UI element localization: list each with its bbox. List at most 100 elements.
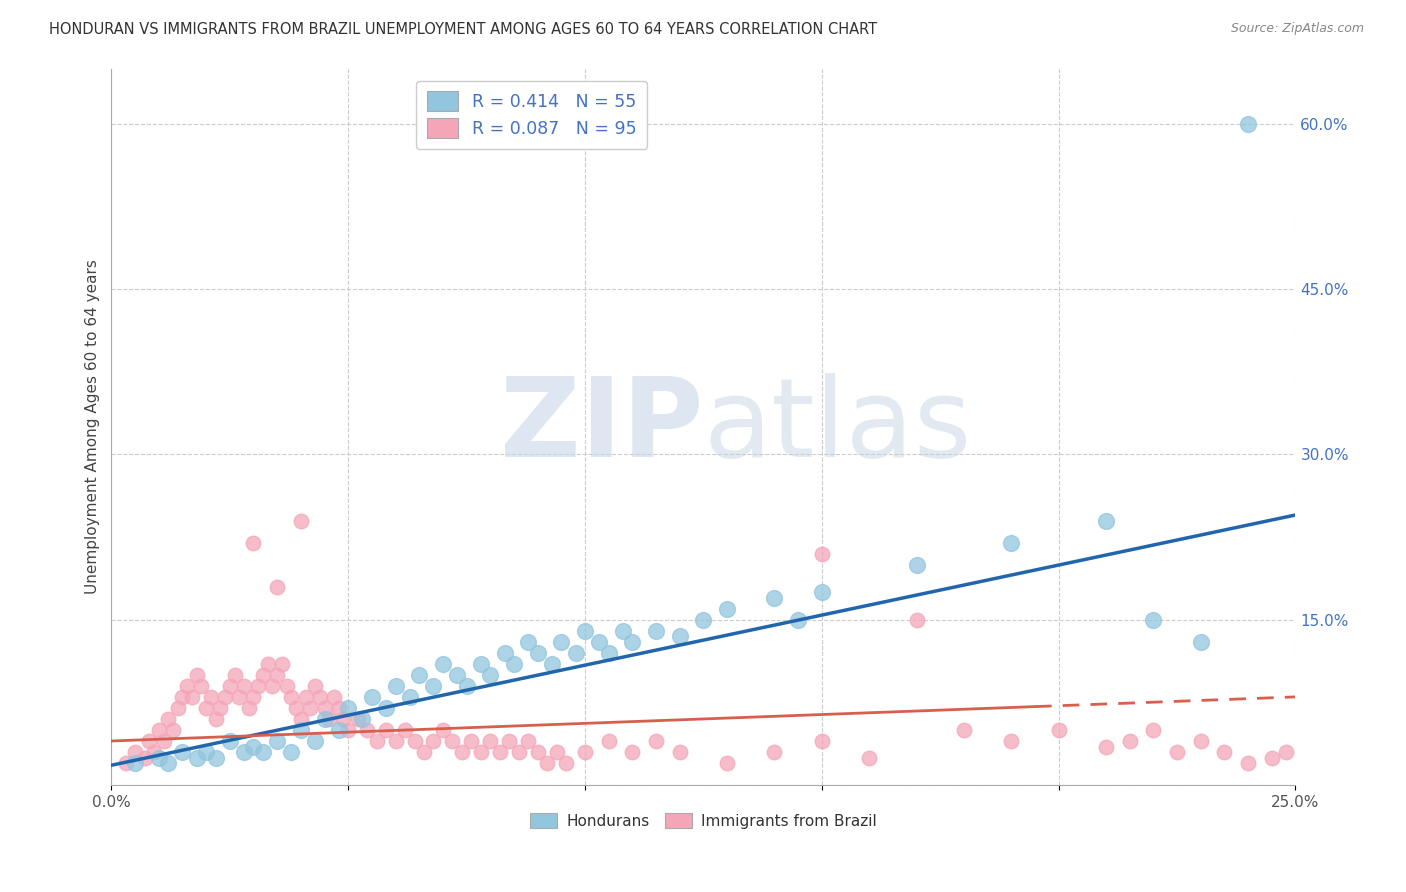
Point: [209, 701, 232, 715]
Point: [494, 646, 516, 660]
Point: [503, 657, 526, 671]
Point: [574, 624, 596, 638]
Point: [195, 745, 218, 759]
Point: [366, 734, 388, 748]
Point: [176, 679, 198, 693]
Point: [337, 701, 360, 715]
Point: [1237, 117, 1260, 131]
Point: [598, 734, 620, 748]
Point: [271, 657, 294, 671]
Point: [375, 701, 398, 715]
Point: [811, 547, 834, 561]
Point: [384, 679, 406, 693]
Point: [124, 756, 146, 770]
Point: [148, 750, 170, 764]
Point: [314, 712, 336, 726]
Point: [526, 646, 548, 660]
Point: [304, 734, 326, 748]
Point: [332, 712, 354, 726]
Point: [304, 679, 326, 693]
Point: [242, 739, 264, 754]
Point: [266, 668, 288, 682]
Point: [328, 723, 350, 737]
Point: [162, 723, 184, 737]
Point: [668, 745, 690, 759]
Point: [323, 690, 346, 704]
Text: ZIP: ZIP: [501, 374, 703, 480]
Point: [218, 734, 240, 748]
Point: [858, 750, 880, 764]
Point: [285, 701, 308, 715]
Point: [1189, 634, 1212, 648]
Text: HONDURAN VS IMMIGRANTS FROM BRAZIL UNEMPLOYMENT AMONG AGES 60 TO 64 YEARS CORREL: HONDURAN VS IMMIGRANTS FROM BRAZIL UNEMP…: [49, 22, 877, 37]
Point: [204, 750, 226, 764]
Point: [252, 668, 274, 682]
Point: [456, 679, 478, 693]
Point: [157, 712, 180, 726]
Point: [479, 734, 502, 748]
Point: [290, 514, 312, 528]
Point: [1261, 750, 1284, 764]
Point: [172, 745, 194, 759]
Point: [172, 690, 194, 704]
Point: [195, 701, 218, 715]
Point: [541, 657, 564, 671]
Point: [621, 634, 644, 648]
Point: [555, 756, 578, 770]
Point: [1047, 723, 1070, 737]
Point: [645, 734, 668, 748]
Point: [299, 701, 322, 715]
Point: [1237, 756, 1260, 770]
Point: [266, 580, 288, 594]
Point: [224, 668, 246, 682]
Point: [1189, 734, 1212, 748]
Point: [470, 657, 492, 671]
Point: [460, 734, 482, 748]
Point: [328, 701, 350, 715]
Point: [716, 756, 738, 770]
Point: [432, 657, 454, 671]
Point: [564, 646, 586, 660]
Point: [186, 750, 208, 764]
Point: [157, 756, 180, 770]
Point: [905, 613, 928, 627]
Point: [1095, 739, 1118, 754]
Point: [422, 679, 444, 693]
Point: [398, 690, 420, 704]
Point: [536, 756, 558, 770]
Point: [763, 745, 786, 759]
Point: [186, 668, 208, 682]
Point: [1275, 745, 1298, 759]
Point: [247, 679, 270, 693]
Point: [361, 690, 384, 704]
Point: [811, 734, 834, 748]
Point: [668, 629, 690, 643]
Point: [256, 657, 278, 671]
Point: [432, 723, 454, 737]
Point: [138, 734, 160, 748]
Point: [763, 591, 786, 605]
Point: [1142, 723, 1164, 737]
Point: [266, 734, 288, 748]
Legend: Hondurans, Immigrants from Brazil: Hondurans, Immigrants from Brazil: [523, 806, 883, 835]
Point: [346, 712, 368, 726]
Point: [294, 690, 316, 704]
Y-axis label: Unemployment Among Ages 60 to 64 years: Unemployment Among Ages 60 to 64 years: [86, 260, 100, 594]
Point: [598, 646, 620, 660]
Point: [352, 712, 374, 726]
Point: [166, 701, 188, 715]
Point: [238, 701, 260, 715]
Point: [446, 668, 468, 682]
Point: [451, 745, 474, 759]
Point: [375, 723, 398, 737]
Point: [152, 734, 174, 748]
Point: [394, 723, 416, 737]
Point: [953, 723, 976, 737]
Point: [550, 634, 572, 648]
Point: [233, 679, 256, 693]
Point: [134, 750, 156, 764]
Point: [787, 613, 810, 627]
Point: [262, 679, 284, 693]
Point: [1213, 745, 1236, 759]
Point: [1118, 734, 1140, 748]
